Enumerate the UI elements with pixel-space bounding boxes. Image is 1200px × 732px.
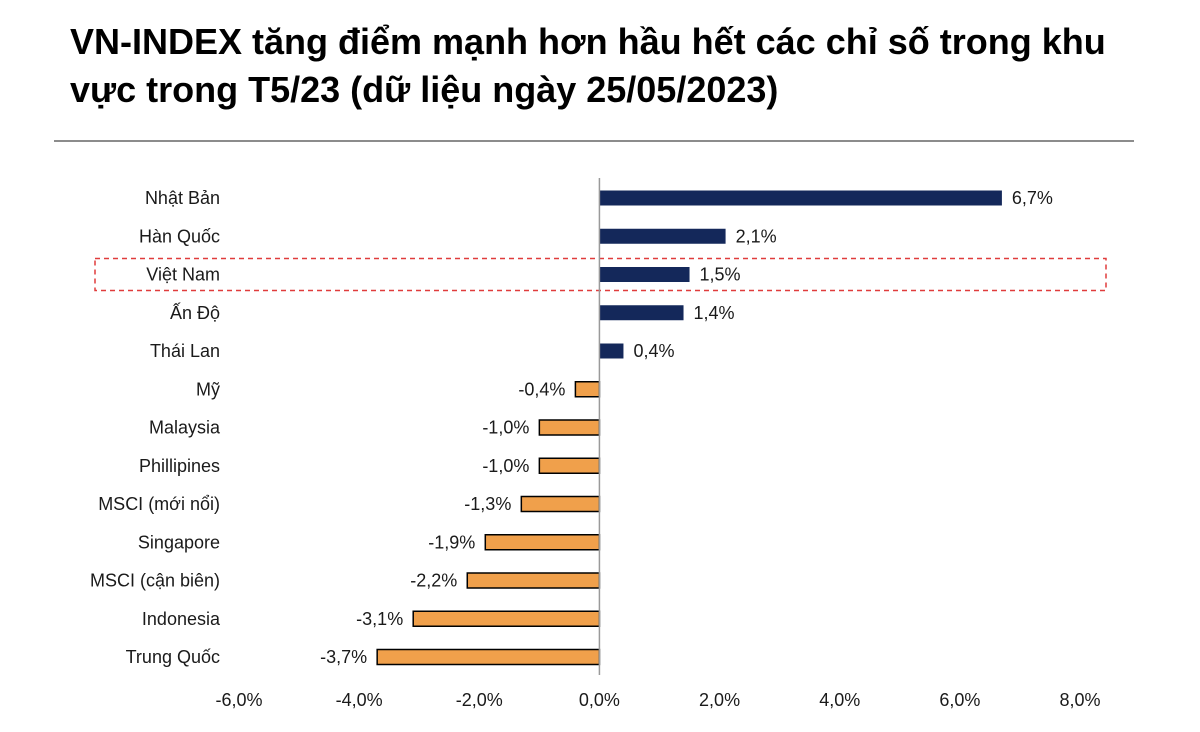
value-label: -1,3% <box>464 494 511 514</box>
category-label: Ấn Độ <box>170 302 220 323</box>
x-tick-label: -2,0% <box>456 690 503 710</box>
value-label: 2,1% <box>736 226 777 246</box>
bar <box>520 495 601 513</box>
value-label: 1,5% <box>700 265 741 285</box>
title-divider <box>54 140 1134 142</box>
category-label: Trung Quốc <box>126 647 220 667</box>
x-tick-label: 6,0% <box>939 690 980 710</box>
x-tick-label: -6,0% <box>215 690 262 710</box>
x-tick-label: 8,0% <box>1059 690 1100 710</box>
bar <box>599 190 1002 206</box>
value-label: 1,4% <box>694 303 735 323</box>
category-label: Singapore <box>138 532 220 552</box>
bar <box>412 610 601 627</box>
value-label: 6,7% <box>1012 188 1053 208</box>
value-label: -1,0% <box>482 418 529 438</box>
value-label: -1,0% <box>482 456 529 476</box>
category-label: Nhật Bản <box>145 188 220 208</box>
category-label: Hàn Quốc <box>139 226 220 246</box>
bar <box>484 534 601 551</box>
category-label: MSCI (cận biên) <box>90 571 220 591</box>
bar <box>599 343 624 359</box>
bar <box>538 457 601 474</box>
bar <box>574 381 601 398</box>
category-label: Việt Nam <box>146 265 220 285</box>
value-label: -2,2% <box>410 571 457 591</box>
category-label: MSCI (mới nổi) <box>98 494 220 514</box>
x-tick-label: -4,0% <box>336 690 383 710</box>
bar <box>376 648 601 666</box>
value-label: -1,9% <box>428 532 475 552</box>
x-tick-label: 0,0% <box>579 690 620 710</box>
category-label: Mỹ <box>196 379 220 399</box>
category-label: Indonesia <box>142 609 221 629</box>
bar <box>599 305 684 321</box>
value-label: -3,1% <box>356 609 403 629</box>
chart-title: VN-INDEX tăng điểm mạnh hơn hầu hết các … <box>70 21 1106 110</box>
highlight-box <box>94 257 1107 292</box>
category-label: Thái Lan <box>150 341 220 361</box>
x-tick-label: 2,0% <box>699 690 740 710</box>
value-label: -3,7% <box>320 647 367 667</box>
bar <box>599 228 726 244</box>
bar <box>538 419 601 436</box>
category-label: Phillipines <box>139 456 220 476</box>
bar <box>599 267 690 282</box>
value-label: 0,4% <box>633 341 674 361</box>
x-tick-label: 4,0% <box>819 690 860 710</box>
bar <box>466 572 601 589</box>
value-label: -0,4% <box>518 379 565 399</box>
category-label: Malaysia <box>149 418 221 438</box>
